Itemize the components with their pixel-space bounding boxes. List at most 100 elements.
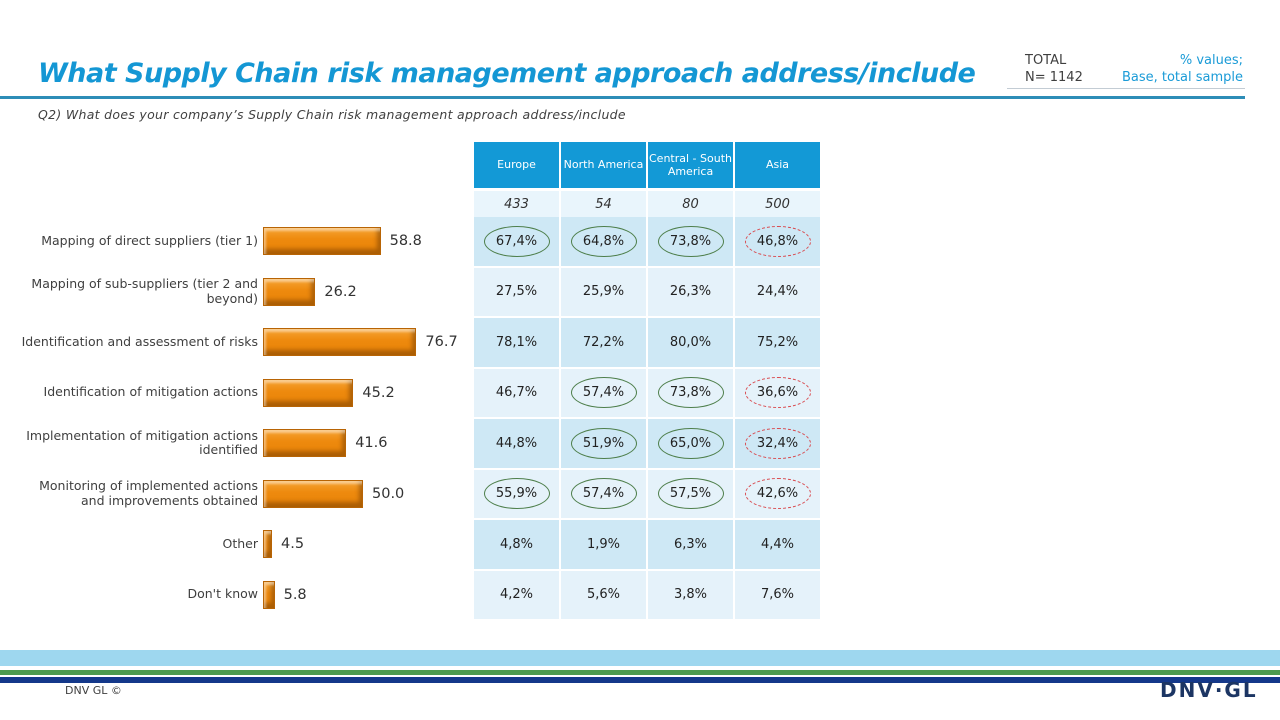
table-cell: 32,4% bbox=[735, 419, 820, 468]
note-underline bbox=[1007, 88, 1245, 89]
table-row: 67,4% 64,8% 73,8% 46,8% bbox=[474, 217, 820, 266]
table-cell: 51,9% bbox=[561, 419, 646, 468]
table-cell: 4,8% bbox=[474, 520, 559, 569]
table-cell: 75,2% bbox=[735, 318, 820, 367]
column-header: North America bbox=[561, 142, 646, 188]
table-cell: 64,8% bbox=[561, 217, 646, 266]
footer-stripe-navy bbox=[0, 677, 1280, 683]
bar bbox=[263, 429, 347, 458]
highlight-circle-green: 57,4% bbox=[570, 478, 637, 510]
table-cell: 67,4% bbox=[474, 217, 559, 266]
bar bbox=[263, 580, 275, 609]
table-cell: 57,5% bbox=[648, 469, 733, 518]
table-cell: 6,3% bbox=[648, 520, 733, 569]
bar-value-label: 58.8 bbox=[389, 233, 422, 250]
table-cell: 78,1% bbox=[474, 318, 559, 367]
bar-row: Mapping of sub-suppliers (tier 2 and bey… bbox=[0, 267, 470, 318]
bar-value-label: 45.2 bbox=[362, 384, 395, 401]
values-note-line1: % values; bbox=[1179, 53, 1243, 68]
page-title: What Supply Chain risk management approa… bbox=[38, 58, 976, 89]
bar-value-label: 50.0 bbox=[372, 485, 405, 502]
highlight-circle-green: 67,4% bbox=[483, 225, 550, 257]
bar-row: Don't know 5.8 bbox=[0, 570, 470, 621]
bar-category-label: Mapping of sub-suppliers (tier 2 and bey… bbox=[31, 276, 258, 306]
bar-category-label: Monitoring of implemented actions and im… bbox=[39, 478, 258, 508]
dnv-gl-logo: DNV·GL bbox=[1160, 678, 1258, 702]
table-row: 55,9% 57,4% 57,5% 42,6% bbox=[474, 469, 820, 518]
table-header-row: Europe North America Central - South Ameri… bbox=[474, 142, 820, 188]
base-n-value: 54 bbox=[561, 191, 646, 217]
table-cell: 42,6% bbox=[735, 469, 820, 518]
table-cell: 55,9% bbox=[474, 469, 559, 518]
bar bbox=[263, 277, 316, 306]
table-cell: 24,4% bbox=[735, 267, 820, 316]
footer-stripe-green bbox=[0, 670, 1280, 675]
bar-row: Implementation of mitigation actions ide… bbox=[0, 418, 470, 469]
bar-category-label: Don't know bbox=[187, 586, 258, 602]
column-header: Europe bbox=[474, 142, 559, 188]
highlight-circle-green: 55,9% bbox=[483, 478, 550, 510]
bar bbox=[263, 378, 354, 407]
highlight-circle-green: 65,0% bbox=[657, 427, 724, 459]
table-cell: 46,7% bbox=[474, 368, 559, 417]
table-row: 46,7% 57,4% 73,8% 36,6% bbox=[474, 368, 820, 417]
values-note-line2: Base, total sample bbox=[1121, 69, 1243, 85]
bar-value-label: 41.6 bbox=[355, 435, 388, 452]
base-n-value: 500 bbox=[735, 191, 820, 217]
bar-row: Identification and assessment of risks 76… bbox=[0, 317, 470, 368]
table-cell: 25,9% bbox=[561, 267, 646, 316]
table-cell: 4,4% bbox=[735, 520, 820, 569]
table-cell: 4,2% bbox=[474, 570, 559, 619]
bar bbox=[263, 227, 381, 256]
highlight-circle-green: 57,5% bbox=[657, 478, 724, 510]
table-cell: 36,6% bbox=[735, 368, 820, 417]
table-row: 44,8% 51,9% 65,0% 32,4% bbox=[474, 419, 820, 468]
bar bbox=[263, 328, 417, 357]
table-row: 4,2% 5,6% 3,8% 7,6% bbox=[474, 570, 820, 619]
highlight-circle-red-dashed: 42,6% bbox=[744, 478, 811, 510]
table-cell: 27,5% bbox=[474, 267, 559, 316]
base-n-value: 80 bbox=[648, 191, 733, 217]
table-base-row: 433 54 80 500 bbox=[474, 191, 820, 217]
bar-value-label: 76.7 bbox=[425, 334, 458, 351]
total-label: TOTAL bbox=[1025, 53, 1067, 68]
bar-row: Monitoring of implemented actions and im… bbox=[0, 469, 470, 520]
highlight-circle-green: 73,8% bbox=[657, 377, 724, 409]
table-cell: 57,4% bbox=[561, 469, 646, 518]
table-cell: 3,8% bbox=[648, 570, 733, 619]
bar-value-label: 4.5 bbox=[281, 536, 305, 553]
table-cell: 7,6% bbox=[735, 570, 820, 619]
bar bbox=[263, 530, 272, 559]
highlight-circle-green: 51,9% bbox=[570, 427, 637, 459]
bar-value-label: 26.2 bbox=[324, 283, 357, 300]
table-cell: 72,2% bbox=[561, 318, 646, 367]
column-header: Central - South America bbox=[648, 142, 733, 188]
bar-category-label: Mapping of direct suppliers (tier 1) bbox=[41, 232, 258, 248]
highlight-circle-red-dashed: 32,4% bbox=[744, 427, 811, 459]
table-cell: 57,4% bbox=[561, 368, 646, 417]
base-n-value: 433 bbox=[474, 191, 559, 217]
table-cell: 44,8% bbox=[474, 419, 559, 468]
table-cell: 46,8% bbox=[735, 217, 820, 266]
table-cell: 73,8% bbox=[648, 368, 733, 417]
question-subtitle: Q2) What does your company’s Supply Chai… bbox=[38, 107, 626, 122]
bar-row: Other 4.5 bbox=[0, 519, 470, 570]
highlight-circle-green: 57,4% bbox=[570, 377, 637, 409]
values-note-block: % values; Base, total sample bbox=[1003, 53, 1243, 87]
title-divider-line bbox=[0, 96, 1245, 99]
table-cell: 65,0% bbox=[648, 419, 733, 468]
footer-stripe-lightblue bbox=[0, 650, 1280, 666]
bar-row: Mapping of direct suppliers (tier 1) 58.8 bbox=[0, 216, 470, 267]
table-cell: 80,0% bbox=[648, 318, 733, 367]
copyright-text: DNV GL © bbox=[65, 684, 122, 697]
bar-category-label: Other bbox=[222, 535, 259, 551]
bar-category-label: Implementation of mitigation actions ide… bbox=[26, 427, 258, 458]
bar-row: Identification of mitigation actions 45.2 bbox=[0, 368, 470, 419]
table-row: 4,8% 1,9% 6,3% 4,4% bbox=[474, 520, 820, 569]
highlight-circle-green: 73,8% bbox=[657, 225, 724, 257]
table-row: 27,5% 25,9% 26,3% 24,4% bbox=[474, 267, 820, 316]
highlight-circle-red-dashed: 36,6% bbox=[744, 377, 811, 409]
bar bbox=[263, 479, 363, 508]
table-cell: 5,6% bbox=[561, 570, 646, 619]
highlight-circle-green: 64,8% bbox=[570, 225, 637, 257]
